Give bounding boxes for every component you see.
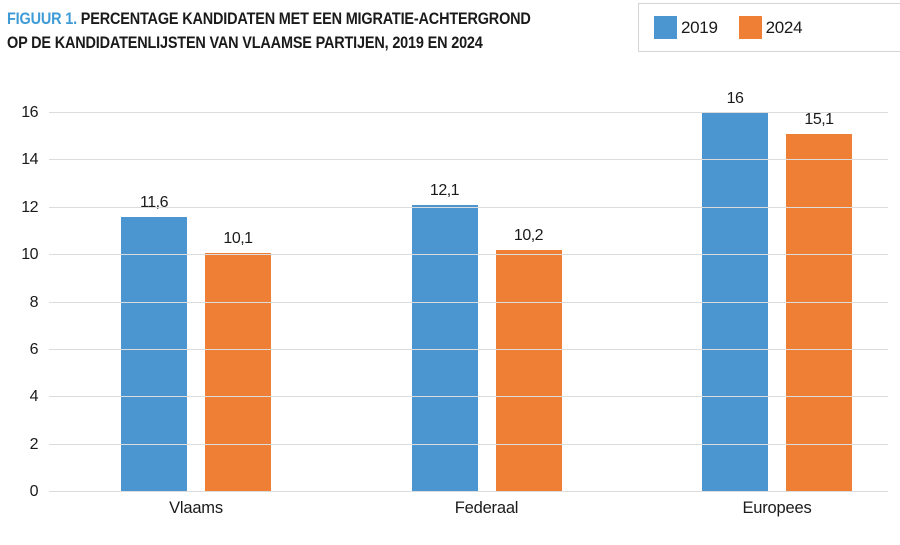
y-tick-label: 4 [29,388,39,406]
y-tick-label: 10 [21,246,38,264]
y-tick-label: 2 [29,435,39,453]
bar-2024 [786,134,852,492]
gridline [49,301,888,303]
bar-value-label: 15,1 [804,111,834,129]
y-tick-label: 0 [29,483,39,500]
chart-legend: 2019 2024 [638,3,900,52]
bars-row: 11,6 10,1 12,1 10,2 16 15,1 [121,90,852,492]
gridline [49,112,888,113]
legend-swatch-icon [738,16,762,39]
bar-wrap-2019: 16 [702,89,768,492]
y-tick-label: 14 [21,151,38,169]
x-category-label: Federaal [454,499,519,517]
bar-value-label: 10,2 [513,227,544,245]
bar-2024 [205,252,271,492]
bar-2024 [495,250,562,492]
x-category-label: Vlaams [169,499,223,517]
bar-2019 [702,113,768,492]
y-tick-label: 6 [29,340,39,358]
y-tick-label: 8 [29,293,39,311]
gridline [49,396,888,398]
figure-title: FIGUUR 1. PERCENTAGE KANDIDATEN MET EEN … [7,7,568,55]
bar-value-label: 10,1 [223,229,253,247]
bar-wrap-2024: 10,1 [205,229,271,492]
y-axis: 0 2 4 6 8 10 12 14 16 [0,105,39,500]
gridline [49,491,888,492]
legend-item-label: 2024 [765,17,803,37]
gridline [49,443,888,445]
bar-wrap-2019: 12,1 [411,181,478,492]
bar-2019 [121,217,187,492]
legend-item: 2019 [654,16,718,39]
gridline [49,254,888,256]
gridline [49,348,888,350]
bar-wrap-2019: 11,6 [121,193,187,492]
plot-area: 11,6 10,1 12,1 10,2 16 15,1 [49,90,888,492]
bar-value-label: 11,6 [140,194,168,212]
bar-value-label: 16 [726,90,744,107]
x-category-label: Europees [742,499,812,517]
bar-group: 16 15,1 [702,89,852,492]
figure-number-label: FIGUUR 1. [7,9,77,28]
gridline [49,206,888,208]
title-line-2: OP DE KANDIDATENLIJSTEN VAN VLAAMSE PART… [7,33,483,52]
bar-value-label: 12,1 [429,182,460,200]
bar-wrap-2024: 10,2 [495,226,562,492]
bar-wrap-2024: 15,1 [786,110,852,492]
bar-group: 11,6 10,1 [121,193,271,492]
title-line-1: FIGUUR 1. PERCENTAGE KANDIDATEN MET EEN … [7,7,568,31]
y-tick-label: 12 [21,198,38,216]
legend-swatch-icon [654,16,677,39]
legend-item: 2024 [738,16,803,39]
x-axis-labels: Vlaams Federaal Europees [121,499,852,518]
bar-group: 12,1 10,2 [411,181,562,492]
title-line-1-text: PERCENTAGE KANDIDATEN MET EEN MIGRATIE-A… [80,9,531,28]
y-tick-label: 16 [21,104,38,121]
gridline [49,159,888,161]
legend-item-label: 2019 [681,17,718,37]
